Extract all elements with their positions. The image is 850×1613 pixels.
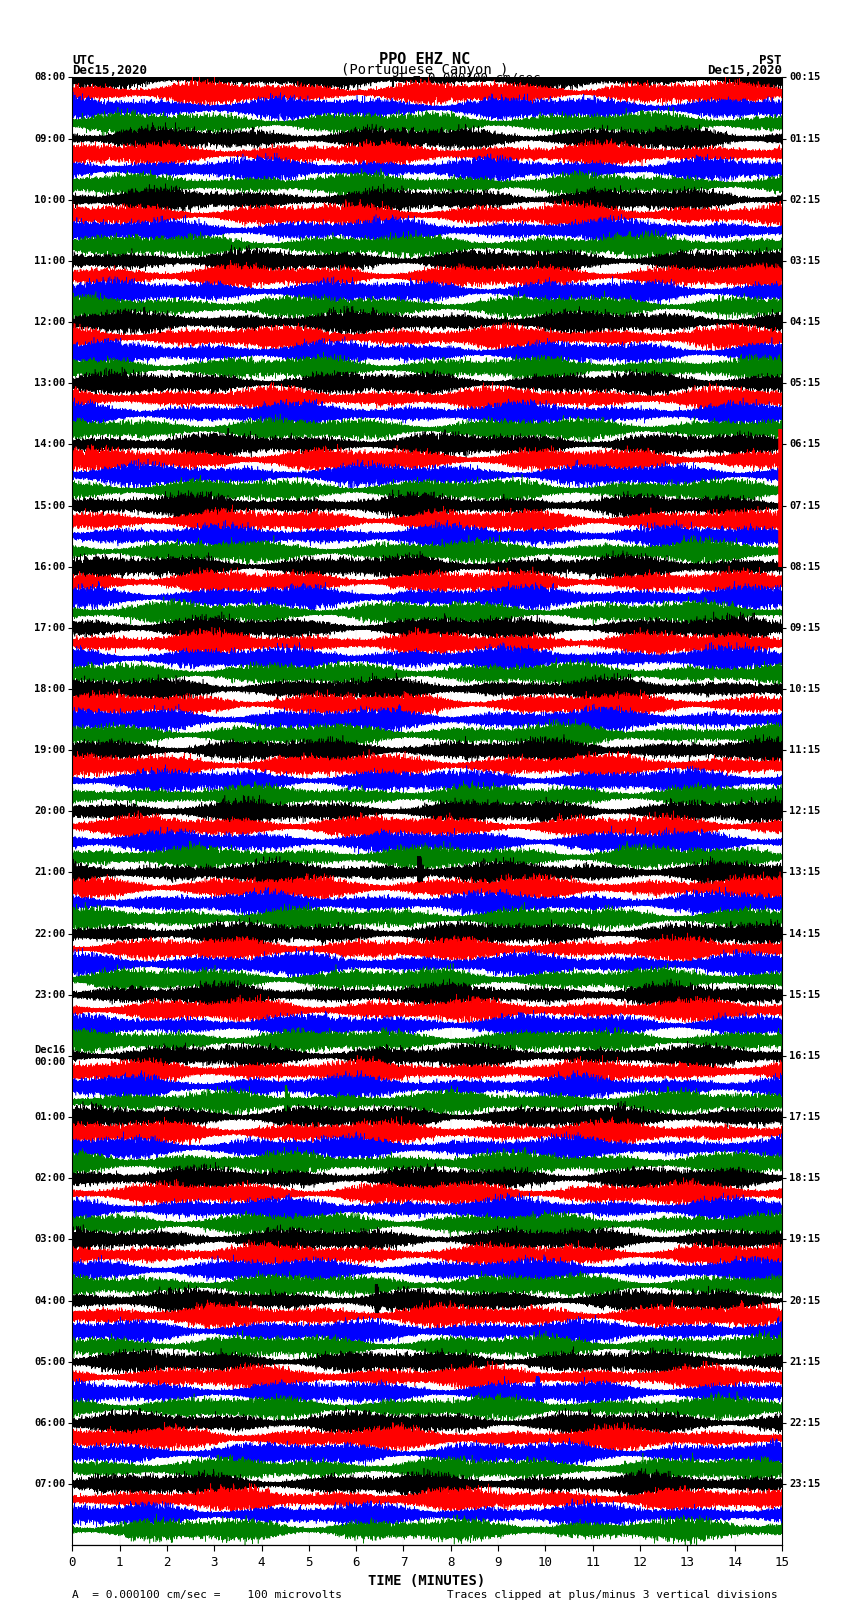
Text: A  = 0.000100 cm/sec =    100 microvolts: A = 0.000100 cm/sec = 100 microvolts (72, 1590, 343, 1600)
Text: (Portuguese Canyon ): (Portuguese Canyon ) (341, 63, 509, 77)
Text: UTC: UTC (72, 53, 94, 66)
Text: PPO EHZ NC: PPO EHZ NC (379, 52, 471, 66)
Text: Traces clipped at plus/minus 3 vertical divisions: Traces clipped at plus/minus 3 vertical … (447, 1590, 778, 1600)
Text: Dec15,2020: Dec15,2020 (707, 63, 782, 77)
Text: Dec15,2020: Dec15,2020 (72, 63, 147, 77)
Text: PST: PST (760, 53, 782, 66)
Text: I = 0.000100 cm/sec: I = 0.000100 cm/sec (398, 71, 541, 84)
X-axis label: TIME (MINUTES): TIME (MINUTES) (369, 1574, 485, 1589)
